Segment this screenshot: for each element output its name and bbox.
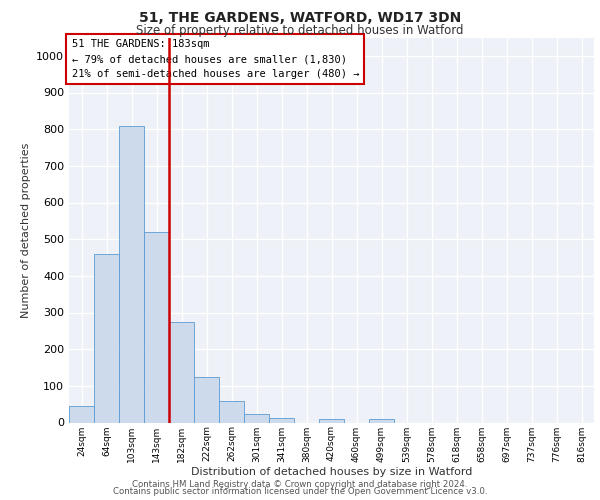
Text: Contains HM Land Registry data © Crown copyright and database right 2024.: Contains HM Land Registry data © Crown c…	[132, 480, 468, 489]
Bar	[244, 414, 269, 422]
Text: 51, THE GARDENS, WATFORD, WD17 3DN: 51, THE GARDENS, WATFORD, WD17 3DN	[139, 11, 461, 25]
Y-axis label: Number of detached properties: Number of detached properties	[20, 142, 31, 318]
Bar	[169, 322, 194, 422]
Text: 51 THE GARDENS: 183sqm
← 79% of detached houses are smaller (1,830)
21% of semi-: 51 THE GARDENS: 183sqm ← 79% of detached…	[71, 40, 359, 79]
Bar	[319, 419, 344, 422]
Bar	[269, 418, 294, 422]
Bar	[94, 254, 119, 422]
Text: Size of property relative to detached houses in Watford: Size of property relative to detached ho…	[136, 24, 464, 37]
Bar	[119, 126, 144, 422]
Text: Contains public sector information licensed under the Open Government Licence v3: Contains public sector information licen…	[113, 488, 487, 496]
Bar	[144, 232, 169, 422]
Bar	[219, 401, 244, 422]
Bar	[369, 419, 394, 422]
Bar	[194, 376, 219, 422]
Bar	[69, 406, 94, 422]
X-axis label: Distribution of detached houses by size in Watford: Distribution of detached houses by size …	[191, 467, 472, 477]
